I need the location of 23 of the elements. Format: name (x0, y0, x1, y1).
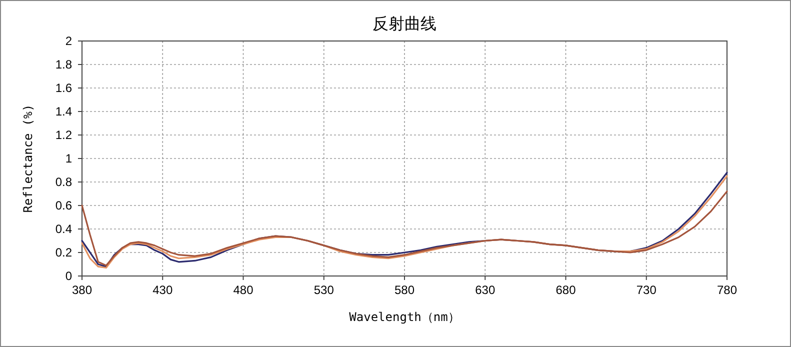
y-tick-label: 0.8 (55, 175, 72, 189)
xlabel: Wavelength（nm） (349, 310, 460, 324)
y-tick-label: 1.2 (55, 128, 72, 142)
x-tick-label: 580 (394, 283, 415, 297)
y-tick-label: 1.6 (55, 81, 72, 95)
x-tick-label: 530 (314, 283, 334, 297)
title: 反射曲线 (372, 16, 436, 33)
y-tick-label: 0.6 (55, 198, 72, 212)
y-tick-label: 1.4 (55, 104, 72, 118)
y-tick-label: 1 (65, 152, 72, 166)
y-tick-label: 2 (65, 34, 72, 48)
x-tick-label: 380 (72, 283, 92, 297)
y-tick-label: 0.2 (55, 246, 72, 260)
x-tick-label: 680 (556, 283, 576, 297)
x-tick-label: 630 (475, 283, 496, 297)
x-tick-label: 430 (152, 283, 173, 297)
y-tick-label: 0 (65, 269, 72, 283)
x-tick-label: 780 (716, 283, 738, 297)
x-tick-label: 480 (233, 283, 254, 297)
x-tick-label: 730 (636, 283, 657, 297)
ylabel: Reflectance (%) (21, 104, 35, 213)
y-tick-label: 0.4 (55, 222, 72, 236)
y-tick-label: 1.8 (55, 58, 72, 72)
